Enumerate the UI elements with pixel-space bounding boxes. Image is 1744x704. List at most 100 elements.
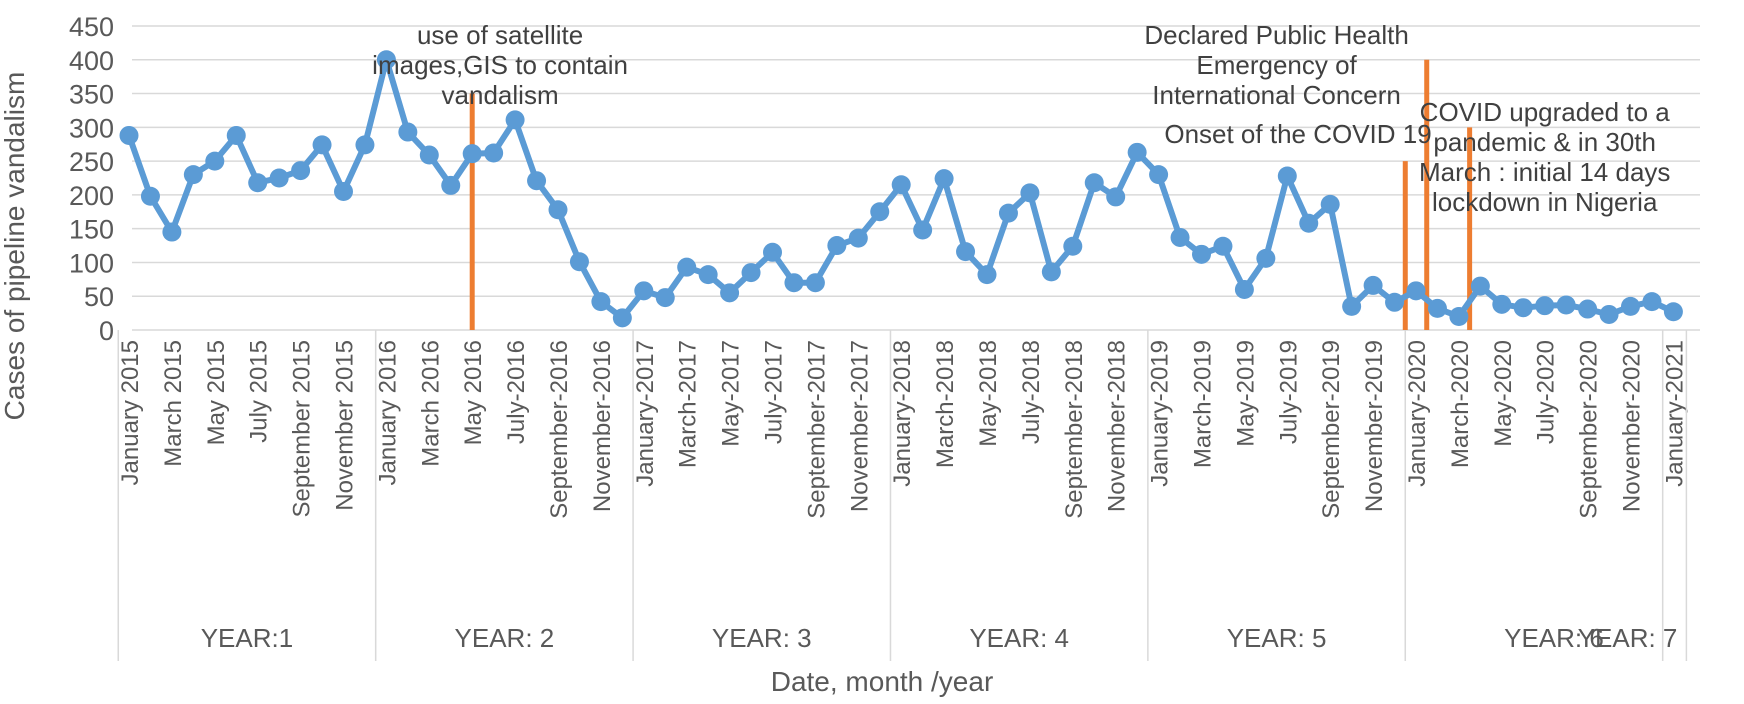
y-tick-label: 0 bbox=[99, 316, 114, 346]
data-point bbox=[484, 143, 504, 163]
data-point bbox=[1449, 306, 1469, 326]
data-point bbox=[698, 265, 718, 285]
data-point bbox=[441, 175, 461, 195]
x-tick-label: September-2020 bbox=[1576, 340, 1603, 519]
data-point bbox=[1513, 298, 1533, 318]
x-tick-label: September-2017 bbox=[803, 340, 830, 519]
data-point bbox=[720, 283, 740, 303]
x-tick-label: July-2018 bbox=[1018, 340, 1045, 444]
data-point bbox=[1578, 299, 1598, 319]
data-point bbox=[1234, 279, 1254, 299]
x-tick-label: July-2017 bbox=[761, 340, 788, 444]
data-point bbox=[655, 288, 675, 308]
data-point bbox=[1149, 165, 1169, 185]
data-point bbox=[1556, 295, 1576, 315]
data-point bbox=[1320, 194, 1340, 214]
data-point bbox=[1192, 244, 1211, 264]
data-point bbox=[548, 200, 568, 220]
data-point bbox=[1427, 298, 1447, 318]
x-tick-label: May 2016 bbox=[460, 340, 487, 445]
data-point bbox=[1063, 236, 1083, 256]
year-group-label: YEAR: 6 bbox=[1504, 623, 1604, 653]
data-point bbox=[956, 242, 976, 262]
data-point bbox=[462, 144, 482, 164]
x-tick-label: May-2019 bbox=[1232, 340, 1259, 447]
data-point bbox=[355, 135, 375, 155]
x-tick-label: March-2019 bbox=[1190, 340, 1217, 468]
data-point bbox=[1363, 275, 1383, 295]
x-tick-label: November-2018 bbox=[1104, 340, 1131, 512]
data-point bbox=[805, 273, 825, 293]
y-tick-label: 150 bbox=[69, 215, 114, 245]
data-point bbox=[1084, 173, 1104, 193]
data-point bbox=[312, 135, 332, 155]
data-point bbox=[398, 122, 418, 142]
y-tick-label: 400 bbox=[69, 46, 114, 76]
data-point bbox=[977, 265, 997, 285]
data-point bbox=[1406, 281, 1426, 301]
x-tick-label: January 2016 bbox=[374, 340, 401, 485]
data-point bbox=[1342, 296, 1362, 316]
data-point bbox=[527, 171, 547, 191]
data-point bbox=[763, 242, 782, 262]
x-tick-label: November-2017 bbox=[846, 340, 873, 512]
data-point bbox=[784, 273, 804, 293]
x-tick-label: September-2018 bbox=[1061, 340, 1088, 519]
data-point bbox=[1535, 296, 1555, 316]
data-point bbox=[376, 50, 396, 70]
x-axis-title: Date, month /year bbox=[771, 666, 994, 697]
data-point bbox=[827, 236, 847, 256]
x-tick-label: March-2017 bbox=[675, 340, 702, 468]
data-point bbox=[1299, 213, 1319, 233]
year-group-label: YEAR:1 bbox=[201, 623, 294, 653]
x-tick-label: September 2015 bbox=[289, 340, 316, 517]
annotation-line: Onset of the COVID 19 bbox=[1164, 119, 1431, 149]
x-tick-label: May 2015 bbox=[203, 340, 230, 445]
annotation-line: lockdown in Nigeria bbox=[1432, 187, 1658, 217]
data-point bbox=[891, 175, 911, 195]
data-point bbox=[205, 151, 225, 171]
x-tick-label: May-2018 bbox=[975, 340, 1002, 447]
x-tick-label: July 2015 bbox=[246, 340, 273, 443]
x-tick-label: March-2020 bbox=[1447, 340, 1474, 468]
data-point bbox=[1170, 227, 1190, 247]
x-tick-label: November-2019 bbox=[1361, 340, 1388, 512]
data-point bbox=[870, 202, 890, 222]
data-point bbox=[162, 222, 182, 242]
x-tick-label: September-2019 bbox=[1318, 340, 1345, 519]
x-tick-label: March-2018 bbox=[932, 340, 959, 468]
x-tick-label: November-2020 bbox=[1619, 340, 1646, 512]
data-point bbox=[913, 220, 933, 240]
data-point bbox=[591, 292, 611, 312]
x-tick-label: January-2019 bbox=[1147, 340, 1174, 487]
x-tick-label: January 2015 bbox=[117, 340, 144, 485]
data-point bbox=[1106, 187, 1126, 207]
data-point bbox=[1621, 296, 1640, 316]
data-point bbox=[934, 169, 954, 189]
y-tick-label: 250 bbox=[69, 147, 114, 177]
x-tick-label: November-2016 bbox=[589, 340, 616, 512]
x-tick-label: January-2017 bbox=[632, 340, 659, 487]
data-point bbox=[248, 173, 268, 193]
annotation-line: use of satellite bbox=[417, 20, 583, 50]
year-group-axis: YEAR:1 YEAR: 2 YEAR: 3 YEAR: 4 YEAR: 5 YEAR: … bbox=[117, 330, 1688, 661]
data-point bbox=[1642, 292, 1662, 312]
data-point bbox=[183, 165, 203, 185]
y-tick-label: 100 bbox=[69, 248, 114, 278]
y-tick-label: 450 bbox=[69, 12, 114, 42]
data-point bbox=[1020, 183, 1040, 203]
data-point bbox=[419, 145, 439, 165]
y-axis-title: Cases of pipeline vandalism bbox=[0, 72, 30, 421]
y-tick-label: 300 bbox=[69, 113, 114, 143]
data-point bbox=[998, 203, 1018, 223]
annotation-line: vandalism bbox=[442, 80, 559, 110]
data-point bbox=[334, 182, 353, 202]
data-point bbox=[848, 228, 868, 248]
x-tick-label: May-2017 bbox=[718, 340, 745, 447]
data-point bbox=[741, 263, 761, 283]
data-point bbox=[269, 168, 289, 188]
x-tick-label: September-2016 bbox=[546, 340, 573, 519]
